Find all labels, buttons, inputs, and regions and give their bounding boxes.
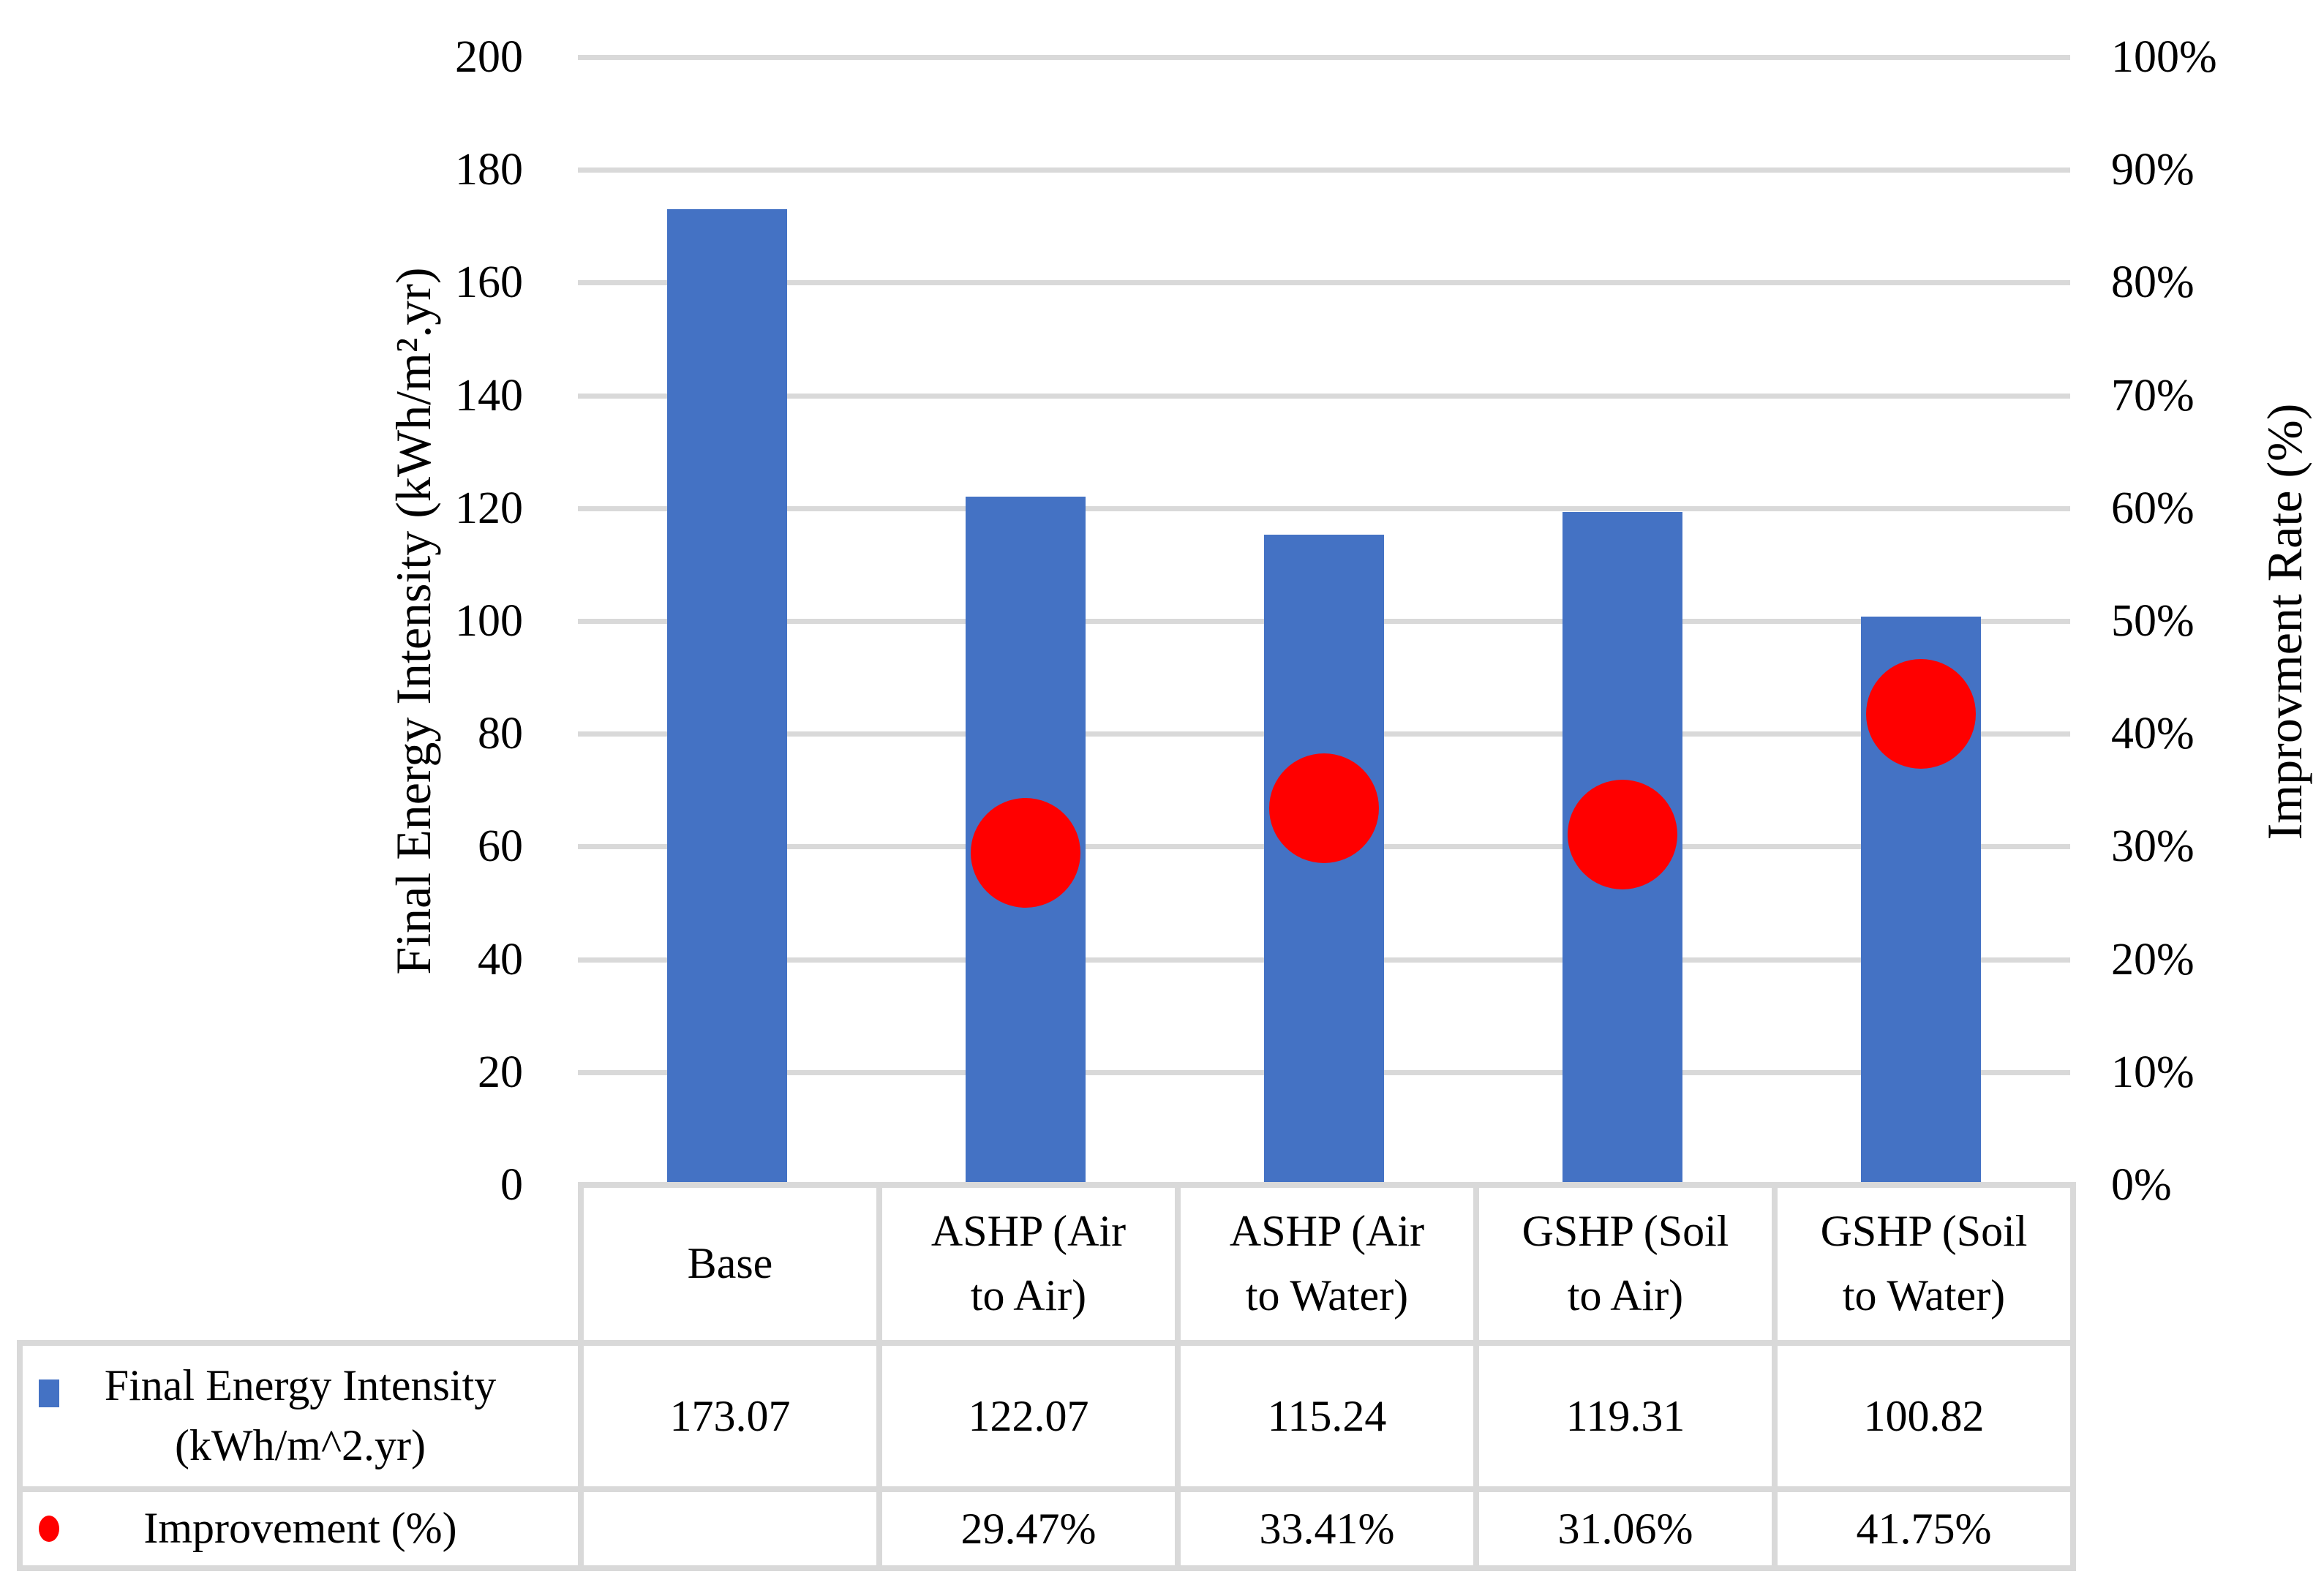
value-cell: 41.75%: [1772, 1486, 2076, 1571]
value-cell: 173.07: [578, 1340, 882, 1492]
right-axis-title: Improvment Rate (%): [2257, 403, 2312, 840]
column-header-cell: ASHP (Air to Water): [1175, 1182, 1479, 1346]
left-axis-title: Final Energy Intensity (kWh/m².yr): [386, 267, 441, 975]
column-header-line: to Air): [1567, 1271, 1684, 1320]
value-text: 119.31: [1565, 1392, 1685, 1440]
value-cell: 100.82: [1772, 1340, 2076, 1492]
column-header-line: Base: [687, 1239, 773, 1288]
value-text: 29.47%: [960, 1505, 1097, 1553]
column-header-line: to Water): [1245, 1271, 1409, 1320]
left-axis-tick-label: 200: [455, 32, 523, 82]
right-axis-tick-label: 90%: [2111, 145, 2195, 195]
bar-series-key-icon: [39, 1379, 59, 1407]
right-axis-tick-label: 80%: [2111, 257, 2195, 308]
legend-label-line: (kWh/m^2.yr): [174, 1421, 426, 1469]
left-axis-tick-label: 20: [478, 1047, 523, 1097]
column-header-line: GSHP (Soil: [1522, 1207, 1729, 1256]
value-text: 41.75%: [1856, 1505, 1992, 1553]
legend-label-line: Improvement (%): [143, 1504, 457, 1553]
marker-ashp-air-to-air: [971, 797, 1080, 908]
gridline: [578, 167, 2070, 173]
right-axis-tick-label: 30%: [2111, 821, 2195, 872]
scatter-series-key-icon: [39, 1516, 59, 1542]
left-axis-tick-label: 160: [455, 257, 523, 308]
column-header-cell: GSHP (Soil to Water): [1772, 1182, 2076, 1346]
marker-gshp-soil-to-air: [1568, 780, 1677, 890]
marker-gshp-soil-to-water: [1866, 659, 1976, 769]
right-axis-tick-label: 20%: [2111, 934, 2195, 985]
data-table: Base ASHP (Air to Air) ASHP (Air to Water) GS…: [17, 1182, 2076, 1571]
right-axis-tick-label: 40%: [2111, 709, 2195, 759]
gridline: [578, 393, 2070, 399]
column-header-line: GSHP (Soil: [1820, 1207, 2028, 1256]
value-text: 100.82: [1863, 1392, 1985, 1440]
gridline: [578, 280, 2070, 286]
value-cell: 33.41%: [1175, 1486, 1479, 1571]
column-header-cell: Base: [578, 1182, 882, 1346]
right-axis-tick-label: 100%: [2111, 32, 2217, 82]
marker-ashp-air-to-water: [1269, 753, 1379, 863]
column-header-line: to Water): [1842, 1271, 2006, 1320]
value-cell: 115.24: [1175, 1340, 1479, 1492]
gridline: [578, 55, 2070, 60]
gridline: [578, 505, 2070, 511]
column-header-line: ASHP (Air: [930, 1207, 1127, 1256]
value-text: 122.07: [968, 1392, 1089, 1440]
left-axis-tick-label: 180: [455, 145, 523, 195]
left-axis-tick-label: 100: [455, 596, 523, 646]
value-cell: [578, 1486, 882, 1571]
right-axis-tick-label: 60%: [2111, 483, 2195, 533]
left-axis-tick-label: 80: [478, 709, 523, 759]
column-header-line: ASHP (Air: [1229, 1207, 1425, 1256]
value-cell: 119.31: [1473, 1340, 1778, 1492]
value-text: 173.07: [669, 1392, 791, 1440]
legend-cell: Improvement (%): [17, 1486, 584, 1571]
column-header-line: to Air): [970, 1271, 1087, 1320]
value-cell: 29.47%: [876, 1486, 1181, 1571]
left-axis-tick-label: 120: [455, 483, 523, 533]
right-axis-tick-label: 10%: [2111, 1047, 2195, 1097]
column-header-cell: ASHP (Air to Air): [876, 1182, 1181, 1346]
table-corner-spacer: [20, 1185, 581, 1343]
left-axis-tick-label: 60: [478, 821, 523, 872]
left-axis-tick-label: 40: [478, 934, 523, 985]
right-axis-tick-label: 70%: [2111, 370, 2195, 421]
left-axis-tick-label: 140: [455, 370, 523, 421]
value-text: 31.06%: [1557, 1505, 1693, 1553]
legend-label-line: Final Energy Intensity: [104, 1361, 497, 1410]
legend-cell: Final Energy Intensity (kWh/m^2.yr): [17, 1340, 584, 1492]
left-axis-tick-label: 0: [500, 1160, 523, 1210]
right-axis-tick-label: 50%: [2111, 596, 2195, 646]
value-cell: 122.07: [876, 1340, 1181, 1492]
bar-base: [667, 208, 787, 1186]
right-axis-tick-label: 0%: [2111, 1160, 2172, 1210]
column-header-cell: GSHP (Soil to Air): [1473, 1182, 1778, 1346]
value-text: 115.24: [1267, 1392, 1387, 1440]
value-cell: 31.06%: [1473, 1486, 1778, 1571]
value-text: 33.41%: [1259, 1505, 1395, 1553]
